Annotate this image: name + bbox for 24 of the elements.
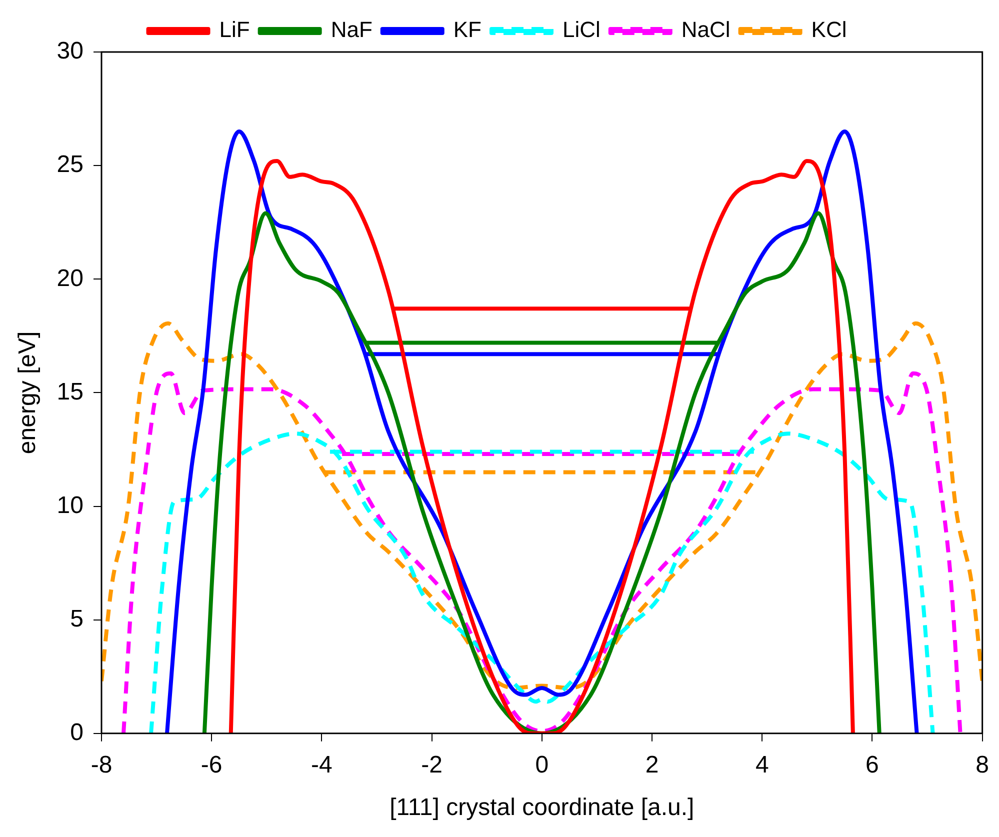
y-tick-label: 30 — [56, 38, 84, 65]
legend-label: LiF — [219, 17, 250, 42]
legend-label: KF — [453, 17, 482, 42]
x-tick-label: 2 — [645, 751, 659, 778]
x-tick-label: 4 — [755, 751, 769, 778]
y-tick-label: 10 — [56, 492, 84, 519]
x-tick-label: -8 — [90, 751, 112, 778]
x-axis-title: [111] crystal coordinate [a.u.] — [390, 794, 694, 822]
y-axis-title: energy [eV] — [14, 331, 42, 454]
y-tick-label: 5 — [70, 605, 84, 632]
y-tick-label: 20 — [56, 264, 84, 292]
y-tick-label: 0 — [70, 719, 84, 746]
x-tick-label: -2 — [421, 751, 442, 778]
y-tick-label: 25 — [56, 151, 84, 178]
legend-label: KCl — [811, 17, 847, 42]
x-tick-label: -6 — [200, 751, 222, 778]
x-tick-label: -4 — [311, 751, 332, 778]
legend-label: NaF — [330, 17, 372, 42]
x-tick-label: 6 — [866, 751, 879, 778]
legend-label: LiCl — [562, 17, 600, 42]
y-tick-label: 15 — [56, 378, 84, 406]
legend-label: NaCl — [681, 17, 730, 42]
x-tick-label: 0 — [535, 751, 549, 778]
x-tick-label: 8 — [976, 751, 990, 778]
